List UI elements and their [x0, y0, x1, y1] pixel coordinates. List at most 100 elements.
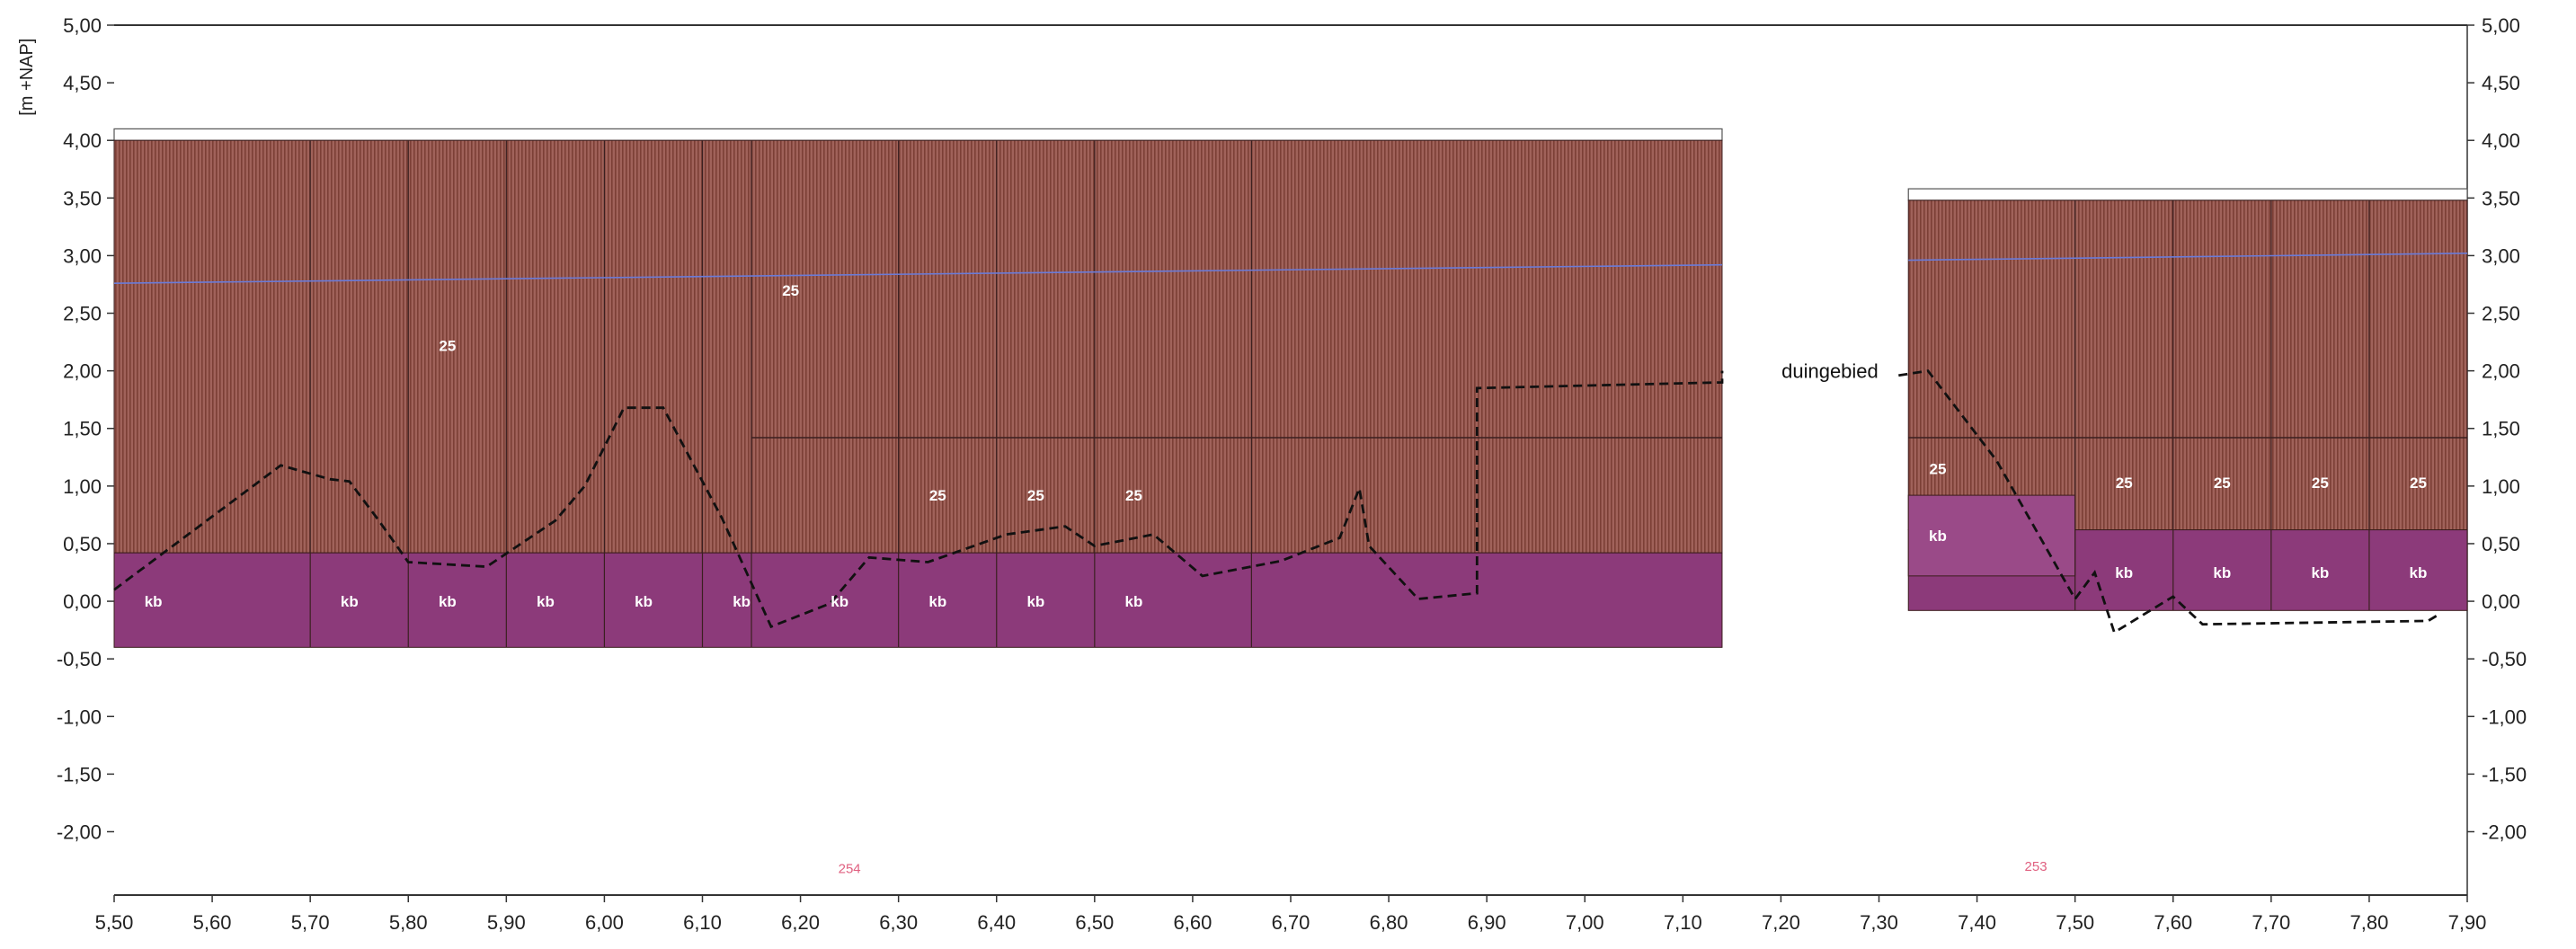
cell-label-25: 25: [1027, 487, 1044, 504]
y-tick-label-left: 1,50: [63, 418, 102, 440]
x-tick-label: 5,50: [95, 911, 134, 934]
layer-kb-block-0: [113, 552, 1723, 648]
cell-label-25: 25: [2410, 474, 2427, 492]
layer-25-block-0: [113, 139, 1723, 554]
block-cap-0: [113, 128, 1723, 141]
y-tick-label-left: 4,50: [63, 72, 102, 94]
x-tick-label: 6,10: [683, 911, 722, 934]
y-tick-label-left: -2,00: [57, 820, 102, 843]
x-tick-label: 6,80: [1370, 911, 1408, 934]
layer-kb-step: [1907, 494, 2076, 577]
x-tick-label: 7,80: [2350, 911, 2389, 934]
cell-label-kb: kb: [2115, 564, 2133, 581]
column-dividers: [309, 140, 2467, 648]
cell-label-25: 25: [929, 487, 946, 504]
y-tick-label-left: -1,50: [57, 763, 102, 785]
cell-label-25: 25: [782, 282, 799, 299]
y-tick-label-right: 1,50: [2482, 418, 2520, 440]
x-tick-label: 6,60: [1174, 911, 1212, 934]
x-tick-label: 5,60: [193, 911, 232, 934]
y-tick-label-right: 3,00: [2482, 244, 2520, 267]
y-tick-label-right: -1,50: [2482, 763, 2527, 785]
y-tick-label-right: 0,50: [2482, 533, 2520, 555]
x-tick-label: 7,10: [1664, 911, 1702, 934]
annotation-duingebied: duingebied: [1781, 360, 1879, 383]
y-tick-label-left: -1,00: [57, 705, 102, 728]
y-tick-label-left: -0,50: [57, 648, 102, 670]
cell-label-kb: kb: [1026, 593, 1044, 610]
cell-label-kb: kb: [2213, 564, 2231, 581]
block-cap-1: [1907, 188, 2468, 201]
cell-label-kb: kb: [537, 593, 555, 610]
cell-label-25: 25: [1929, 461, 1946, 478]
y-tick-label-left: 2,00: [63, 360, 102, 383]
y-tick-label-left: 3,50: [63, 187, 102, 209]
y-tick-label-left: 5,00: [63, 14, 102, 37]
y-tick-label-right: -2,00: [2482, 820, 2527, 843]
x-tick-label: 6,70: [1272, 911, 1310, 934]
y-tick-label-left: 0,00: [63, 590, 102, 613]
cell-label-25: 25: [2312, 474, 2329, 492]
ground-profile: [113, 369, 2439, 634]
x-tick-label: 7,30: [1860, 911, 1898, 934]
cell-label-25: 25: [439, 337, 456, 354]
section-number-label: 254: [839, 862, 861, 877]
x-tick-label: 5,90: [487, 911, 526, 934]
y-tick-label-right: 5,00: [2482, 14, 2520, 37]
x-tick-label: 7,00: [1566, 911, 1604, 934]
cell-label-kb: kb: [831, 593, 848, 610]
cell-label-kb: kb: [145, 593, 163, 610]
annotations: duingebied 254 253: [839, 360, 2047, 877]
section-number-label: 253: [2025, 859, 2047, 874]
x-tick-label: 7,50: [2056, 911, 2094, 934]
cell-label-25: 25: [1125, 487, 1142, 504]
water-level-right: [1908, 253, 2468, 262]
cell-label-kb: kb: [1125, 593, 1143, 610]
y-tick-label-right: -0,50: [2482, 648, 2527, 670]
ground-profile-left: [113, 370, 1724, 629]
cell-label-kb: kb: [2410, 564, 2428, 581]
cell-label-kb: kb: [928, 593, 946, 610]
cell-labels: 25 25 25 25 25 25 25 25 25 25 kb kb kb kb kb kb kb kb kb kb…: [145, 282, 2428, 610]
x-tick-label: 7,70: [2252, 911, 2290, 934]
water-level-left: [113, 263, 1722, 284]
y-tick-label-right: 2,00: [2482, 360, 2520, 383]
y-tick-label-right: 2,50: [2482, 303, 2520, 325]
x-tick-label: 6,00: [585, 911, 624, 934]
y-tick-label-right: 3,50: [2482, 187, 2520, 209]
x-tick-label: 5,80: [389, 911, 428, 934]
y-tick-label-left: 4,00: [63, 129, 102, 152]
x-tick-label: 7,60: [2154, 911, 2192, 934]
cell-label-kb: kb: [341, 593, 359, 610]
cell-label-kb: kb: [635, 593, 653, 610]
ground-profile-right: [1898, 369, 2439, 634]
x-tick-label: 5,70: [291, 911, 330, 934]
y-axis-label: [m +NAP]: [17, 39, 37, 116]
y-tick-label-left: 1,00: [63, 475, 102, 498]
cell-label-kb: kb: [2311, 564, 2329, 581]
x-tick-label: 6,20: [781, 911, 820, 934]
water-level-line: [113, 253, 2468, 284]
x-tick-label: 7,40: [1958, 911, 1996, 934]
y-tick-label-right: 1,00: [2482, 475, 2520, 498]
axes: 5,00 5,00 4,50 4,50 4,00 4,00 3,50 3,50 3,00 3,00…: [17, 14, 2527, 934]
x-tick-label: 6,90: [1468, 911, 1506, 934]
y-tick-label-right: -1,00: [2482, 705, 2527, 728]
y-tick-label-left: 2,50: [63, 303, 102, 325]
layer-25-block-1: [1907, 200, 2468, 531]
x-tick-label: 7,90: [2448, 911, 2487, 934]
x-tick-label: 6,40: [977, 911, 1016, 934]
x-tick-label: 7,20: [1762, 911, 1800, 934]
cell-label-kb: kb: [733, 593, 751, 610]
x-tick-label: 6,30: [879, 911, 918, 934]
soil-layers: [113, 128, 2468, 648]
y-tick-label-right: 4,00: [2482, 129, 2520, 152]
cell-label-kb: kb: [439, 593, 457, 610]
y-tick-label-left: 3,00: [63, 244, 102, 267]
y-tick-label-right: 0,00: [2482, 590, 2520, 613]
y-tick-label-right: 4,50: [2482, 72, 2520, 94]
cell-label-kb: kb: [1929, 528, 1947, 545]
y-tick-label-left: 0,50: [63, 533, 102, 555]
cell-label-25: 25: [2214, 474, 2231, 492]
